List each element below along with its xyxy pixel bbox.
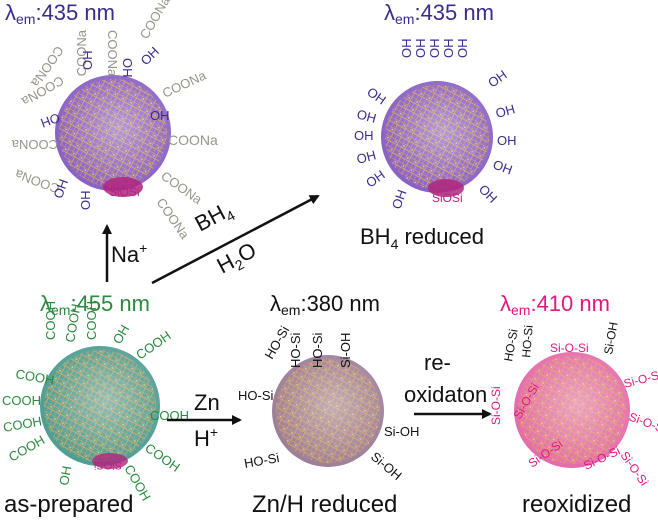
bh4-oh-14: OH <box>491 157 514 178</box>
znh-hosi-1: HO-Si <box>288 333 303 369</box>
reox-sioh-1: Si-OH <box>601 321 620 356</box>
particle-bh4 <box>381 81 493 197</box>
asprep-oh-1: OH <box>110 322 133 346</box>
asprep-caption: as-prepared <box>4 491 133 518</box>
znh-caption: Zn/H reduced <box>252 491 397 518</box>
na-ligand-2: COONa <box>105 30 120 77</box>
bh4-ligands: OH OH OH OH OH OH OH OH OH OH OH OH OH O… <box>354 39 517 212</box>
bh4-oh-3: OH <box>427 39 442 59</box>
bh4-oh-16: OH <box>389 188 410 211</box>
reox-sio-2: Si-O-Si <box>489 386 503 425</box>
bh4-lambda-label: λem:435 nm <box>384 0 494 27</box>
na-oh-4: OH <box>39 110 62 131</box>
na-ligand-7: COONa <box>168 132 218 148</box>
particle-asprep-glow <box>40 346 160 466</box>
particle-bh4-siosi-spot <box>428 179 464 197</box>
znh-sioh-1: Si-OH <box>338 333 353 368</box>
asprep-oh-2: OH <box>56 465 74 487</box>
na-oh-2: OH <box>120 58 135 78</box>
asprep-siosi: SiOSi <box>94 459 122 471</box>
bh4-oh-6: OH <box>364 84 389 107</box>
asprep-cooh-8: COOH <box>6 432 47 464</box>
particle-reox <box>514 352 630 468</box>
asprep-cooh-6: COOH <box>2 393 41 408</box>
asprep-cooh-10: COOH <box>142 440 183 475</box>
bh4-oh-5: OH <box>455 39 470 59</box>
na-oh-7: OH <box>78 191 93 211</box>
arrow-reox-top-label: re- <box>424 350 451 375</box>
na-oh-6: OH <box>50 177 71 200</box>
bh4-oh-13: OH <box>497 133 517 148</box>
particle-bh4-glow <box>381 81 493 193</box>
particle-reox-glow <box>514 352 630 468</box>
znh-hosi-4: HO-Si <box>238 388 274 403</box>
asprep-cooh-7: COOH <box>2 413 43 435</box>
reox-lambda-label: λem:410 nm <box>500 291 610 318</box>
bh4-oh-2: OH <box>413 39 428 59</box>
reox-hosi-2: HO-Si <box>519 324 536 358</box>
reox-sio-5: Si-O-Si <box>627 410 658 436</box>
particle-na-glow <box>55 75 171 191</box>
asprep-cooh-4: COOH <box>133 328 174 363</box>
na-siosi: SiOSi <box>109 185 140 199</box>
bh4-oh-11: OH <box>485 67 510 90</box>
na-oh-5: OH <box>150 108 170 123</box>
na-lambda-label: λem:435 nm <box>5 0 115 27</box>
arrow-zn-label: Zn <box>194 390 220 415</box>
asprep-cooh-1: COOH <box>43 301 58 340</box>
particle-asprep-siosi-spot <box>92 453 128 469</box>
bh4-oh-1: OH <box>399 39 414 59</box>
bh4-oh-15: OH <box>476 182 500 206</box>
arrow-reox-bottom-label: oxidaton <box>404 382 487 407</box>
bh4-oh-12: OH <box>494 101 517 121</box>
bh4-oh-9: OH <box>355 147 378 167</box>
na-ligand-1: COONa <box>74 29 89 76</box>
znh-hosi-2: HO-Si <box>310 333 325 369</box>
na-ligand-6: COONa <box>160 67 209 100</box>
bh4-oh-7: OH <box>355 106 378 126</box>
znh-sioh-3: Si-OH <box>368 449 405 483</box>
na-ligand-4: COONa <box>137 0 173 41</box>
reox-sio-8: Si-O-Si <box>618 449 652 489</box>
na-oh-3: OH <box>138 44 162 68</box>
bh4-oh-8: OH <box>354 128 374 143</box>
arrow-na-label: Na+ <box>111 240 147 267</box>
arrow-hplus-label: H+ <box>194 424 218 451</box>
na-ligand-8: COONa <box>11 137 58 152</box>
reox-sio-1: Si-O-Si <box>550 341 589 355</box>
arrow-to-bh4 <box>151 194 320 285</box>
asprep-cooh-5: COOH <box>14 366 55 388</box>
particle-asprep <box>40 346 160 469</box>
particle-znh <box>272 355 384 467</box>
particle-znh-glow <box>272 355 384 467</box>
asprep-lambda-label: λem:455 nm <box>40 291 150 318</box>
reox-hosi-1: HO-Si <box>501 328 520 363</box>
reox-caption: reoxidized <box>522 491 631 518</box>
particle-na-siosi-spot <box>103 177 143 197</box>
na-ligand-11: COONa <box>154 195 193 242</box>
reox-sio-4: Si-O-Si <box>622 367 658 391</box>
bh4-caption: BH4 reduced <box>360 224 484 252</box>
asprep-cooh-2: COOH <box>62 303 84 344</box>
bh4-oh-4: OH <box>441 39 456 59</box>
znh-lambda-label: λem:380 nm <box>270 291 380 318</box>
znh-hosi-5: HO-Si <box>243 450 281 471</box>
bh4-siosi: SiOSi <box>432 191 463 205</box>
bh4-oh-10: OH <box>363 167 388 190</box>
znh-sioh-2: Si-OH <box>384 424 419 439</box>
asprep-cooh-3: COOH <box>84 301 99 340</box>
na-oh-1: OH <box>80 51 95 71</box>
particle-na <box>55 75 171 197</box>
arrow-h2o-label: H2O <box>213 237 262 281</box>
